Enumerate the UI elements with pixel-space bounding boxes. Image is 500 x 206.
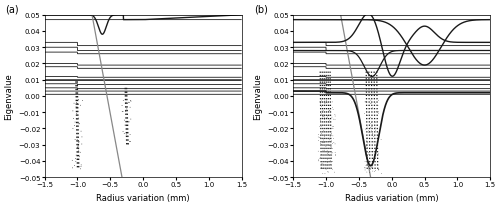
Y-axis label: Eigenvalue: Eigenvalue (253, 73, 262, 120)
Y-axis label: Eigenvalue: Eigenvalue (4, 73, 13, 120)
X-axis label: Radius variation (mm): Radius variation (mm) (345, 193, 438, 202)
X-axis label: Radius variation (mm): Radius variation (mm) (96, 193, 190, 202)
Text: (a): (a) (5, 4, 18, 14)
Text: (b): (b) (254, 4, 268, 14)
